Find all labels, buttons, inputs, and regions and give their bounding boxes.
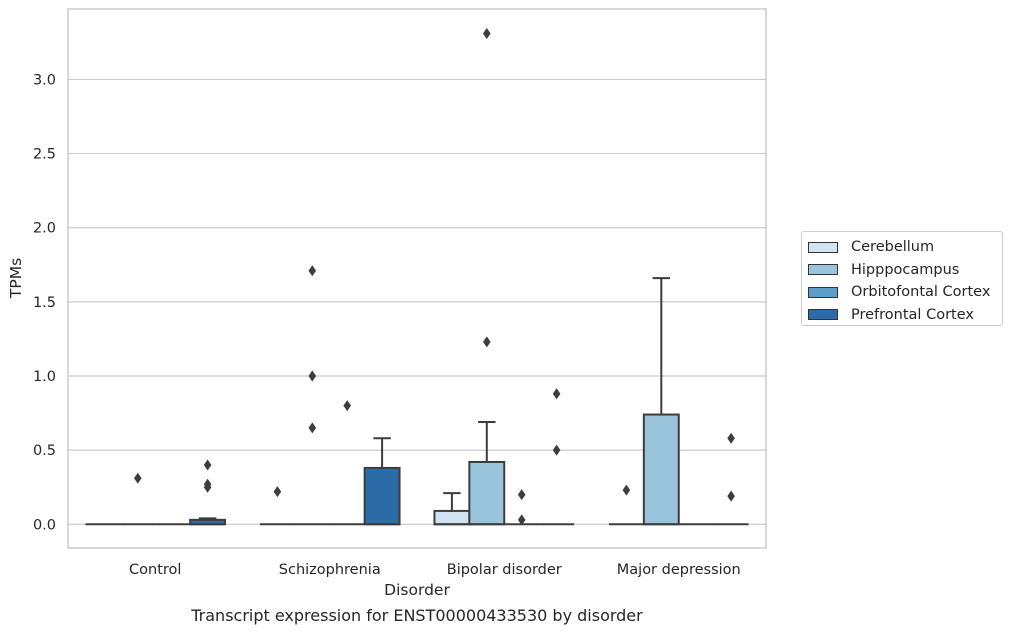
legend-item: Hipppocampus bbox=[808, 259, 1002, 282]
box-group bbox=[294, 265, 330, 526]
box bbox=[433, 509, 471, 526]
legend-label: Hipppocampus bbox=[851, 261, 960, 278]
legend: Cerebellum Hipppocampus Orbitofontal Corte… bbox=[801, 231, 1003, 326]
outlier-point bbox=[203, 459, 212, 471]
legend-item: Orbitofontal Cortex bbox=[808, 281, 1002, 304]
x-tick-label: Control bbox=[129, 562, 181, 578]
outlier-point bbox=[308, 265, 317, 277]
box-marks bbox=[85, 27, 749, 526]
box-group bbox=[120, 472, 156, 526]
box-group bbox=[504, 489, 540, 526]
box-group bbox=[713, 432, 749, 526]
y-tick-label: 1.0 bbox=[33, 369, 56, 385]
box-group bbox=[189, 459, 227, 526]
box bbox=[363, 466, 401, 526]
y-tick-label: 0.5 bbox=[33, 443, 56, 459]
outlier-point bbox=[308, 370, 317, 382]
x-tick-label: Major depression bbox=[617, 562, 741, 578]
y-tick-label: 0.0 bbox=[33, 517, 56, 533]
outlier-point bbox=[273, 486, 282, 498]
box-group bbox=[329, 400, 365, 526]
box-group bbox=[363, 437, 401, 526]
outlier-point bbox=[134, 472, 142, 484]
outlier-point bbox=[343, 400, 351, 412]
x-tick-label: Schizophrenia bbox=[279, 562, 381, 578]
grid-lines bbox=[68, 78, 766, 525]
y-tick-label: 3.0 bbox=[33, 72, 56, 88]
x-axis-label: Disorder bbox=[384, 581, 450, 599]
y-tick-label: 2.0 bbox=[33, 221, 56, 237]
x-axis-ticks: Control Schizophrenia Bipolar disorder Majo… bbox=[129, 562, 741, 578]
box-group bbox=[468, 27, 506, 526]
legend-swatch bbox=[808, 264, 838, 276]
outlier-point bbox=[483, 336, 491, 348]
y-tick-label: 1.5 bbox=[33, 295, 56, 311]
y-axis-ticks: 0.0 0.5 1.0 1.5 2.0 2.5 3.0 bbox=[33, 72, 56, 533]
outlier-point bbox=[727, 432, 735, 444]
legend-item: Prefrontal Cortex bbox=[808, 304, 1002, 327]
outlier-point bbox=[552, 444, 561, 456]
legend-item: Cerebellum bbox=[808, 236, 1002, 259]
outlier-point bbox=[517, 489, 526, 501]
box-group bbox=[433, 492, 471, 526]
legend-label: Cerebellum bbox=[851, 239, 935, 256]
chart-caption: Transcript expression for ENST0000043353… bbox=[191, 606, 643, 625]
outlier-point bbox=[727, 490, 735, 502]
outlier-point bbox=[552, 388, 561, 400]
box bbox=[468, 460, 506, 526]
plot-frame bbox=[67, 8, 767, 549]
x-tick-label: Bipolar disorder bbox=[447, 562, 562, 578]
box-group bbox=[539, 388, 575, 526]
box-group bbox=[642, 277, 680, 526]
box bbox=[642, 413, 680, 526]
box-group bbox=[608, 484, 644, 526]
y-tick-label: 2.5 bbox=[33, 147, 56, 163]
outlier-point bbox=[622, 484, 631, 496]
box-group bbox=[259, 486, 295, 526]
legend-label: Prefrontal Cortex bbox=[851, 306, 974, 323]
legend-swatch bbox=[808, 309, 838, 321]
outlier-point bbox=[517, 514, 526, 526]
outlier-point bbox=[483, 27, 491, 39]
legend-swatch bbox=[808, 241, 838, 253]
outlier-point bbox=[308, 422, 317, 434]
outlier-point bbox=[203, 478, 212, 490]
legend-swatch bbox=[808, 286, 838, 298]
legend-label: Orbitofontal Cortex bbox=[851, 284, 991, 301]
y-axis-label: TPMs bbox=[7, 258, 25, 299]
